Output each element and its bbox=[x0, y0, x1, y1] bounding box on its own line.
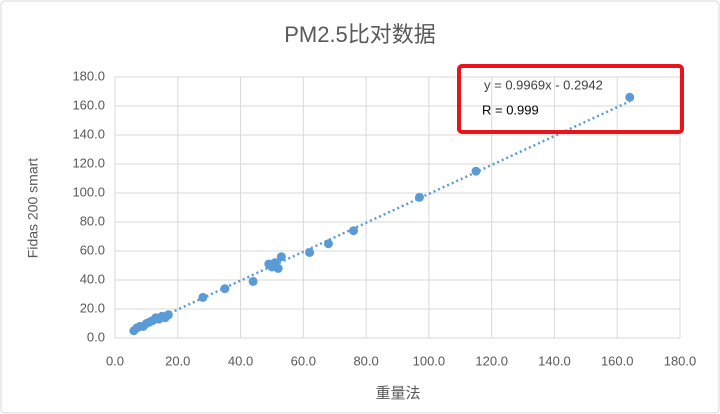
y-tick-label: 60.0 bbox=[80, 242, 105, 257]
x-tick-label: 40.0 bbox=[228, 353, 253, 368]
point bbox=[198, 292, 208, 302]
y-tick-label: 120.0 bbox=[72, 155, 105, 170]
y-tick-label: 80.0 bbox=[80, 213, 105, 228]
point bbox=[349, 226, 359, 236]
y-axis-label: Fidas 200 smart bbox=[25, 158, 41, 258]
x-tick-label: 180.0 bbox=[664, 353, 697, 368]
point bbox=[248, 276, 258, 286]
point bbox=[163, 310, 173, 320]
y-tick-label: 160.0 bbox=[72, 97, 105, 112]
point bbox=[414, 192, 424, 202]
point bbox=[276, 252, 286, 262]
highlight-box bbox=[457, 64, 684, 134]
marks bbox=[129, 92, 635, 336]
x-tick-label: 120.0 bbox=[475, 353, 508, 368]
x-tick-label: 80.0 bbox=[353, 353, 378, 368]
y-tick-label: 40.0 bbox=[80, 271, 105, 286]
point bbox=[273, 263, 283, 273]
point bbox=[471, 166, 481, 176]
x-tick-label: 160.0 bbox=[601, 353, 634, 368]
x-tick-label: 60.0 bbox=[291, 353, 316, 368]
point bbox=[625, 92, 635, 102]
trend-equation: y = 0.9969x - 0.2942 bbox=[484, 77, 603, 92]
trendline bbox=[133, 100, 631, 331]
x-axis-label: 重量法 bbox=[375, 385, 420, 402]
chart-title: PM2.5比对数据 bbox=[284, 22, 436, 47]
x-tick-label: 0.0 bbox=[106, 353, 124, 368]
x-tick-label: 100.0 bbox=[413, 353, 446, 368]
point bbox=[305, 247, 315, 257]
trend-r: R = 0.999 bbox=[482, 102, 539, 117]
y-tick-label: 100.0 bbox=[72, 184, 105, 199]
point bbox=[220, 284, 230, 294]
y-tick-label: 140.0 bbox=[72, 126, 105, 141]
point bbox=[323, 239, 333, 249]
y-tick-label: 180.0 bbox=[72, 68, 105, 83]
x-tick-label: 20.0 bbox=[165, 353, 190, 368]
x-tick-label: 140.0 bbox=[538, 353, 571, 368]
grid: 0.0 20.0 40.0 60.0 80.0 100.0 120.0 140.0 160.0 1… bbox=[72, 68, 696, 368]
y-tick-label: 20.0 bbox=[80, 300, 105, 315]
y-tick-label: 0.0 bbox=[87, 329, 105, 344]
